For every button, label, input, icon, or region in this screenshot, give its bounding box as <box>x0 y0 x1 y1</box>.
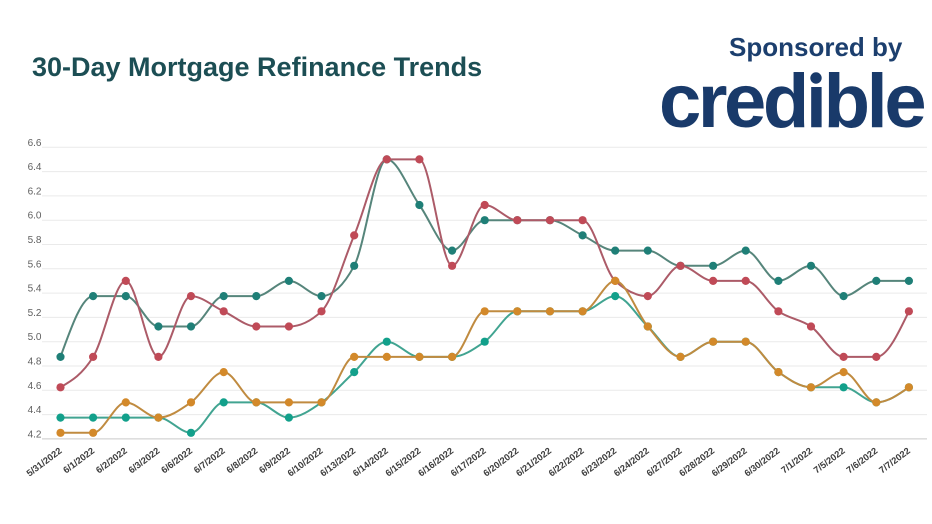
svg-text:6/22/2022: 6/22/2022 <box>547 446 586 479</box>
svg-text:5/31/2022: 5/31/2022 <box>25 446 64 479</box>
svg-text:4.8: 4.8 <box>28 357 42 368</box>
svg-text:6/7/2022: 6/7/2022 <box>192 446 227 476</box>
svg-text:7/7/2022: 7/7/2022 <box>877 446 912 476</box>
svg-text:4.2: 4.2 <box>28 429 42 440</box>
svg-text:6/8/2022: 6/8/2022 <box>225 446 260 476</box>
svg-text:4.6: 4.6 <box>28 381 42 392</box>
svg-text:6/15/2022: 6/15/2022 <box>384 446 423 479</box>
svg-text:7/6/2022: 7/6/2022 <box>845 446 880 476</box>
svg-text:6.2: 6.2 <box>28 186 42 197</box>
svg-text:6/30/2022: 6/30/2022 <box>743 446 782 479</box>
svg-text:6/13/2022: 6/13/2022 <box>318 446 357 479</box>
svg-text:5.0: 5.0 <box>28 332 42 343</box>
svg-text:6/27/2022: 6/27/2022 <box>645 446 684 479</box>
svg-text:6/28/2022: 6/28/2022 <box>677 446 716 479</box>
svg-text:6/10/2022: 6/10/2022 <box>286 446 325 479</box>
svg-text:6/6/2022: 6/6/2022 <box>159 446 194 476</box>
svg-text:6/24/2022: 6/24/2022 <box>612 446 651 479</box>
svg-text:6/1/2022: 6/1/2022 <box>61 446 96 476</box>
svg-text:5.6: 5.6 <box>28 259 42 270</box>
svg-text:7/1/2022: 7/1/2022 <box>779 446 814 476</box>
svg-text:6/20/2022: 6/20/2022 <box>481 446 520 479</box>
svg-text:5.8: 5.8 <box>28 235 42 246</box>
svg-text:6/2/2022: 6/2/2022 <box>94 446 129 476</box>
svg-text:6.6: 6.6 <box>28 138 42 149</box>
svg-text:6.0: 6.0 <box>28 211 42 222</box>
svg-text:6/21/2022: 6/21/2022 <box>514 446 553 479</box>
svg-text:6/14/2022: 6/14/2022 <box>351 446 390 479</box>
svg-text:6.4: 6.4 <box>28 162 42 173</box>
svg-text:6/17/2022: 6/17/2022 <box>449 446 488 479</box>
svg-text:4.4: 4.4 <box>28 405 42 416</box>
svg-text:5.2: 5.2 <box>28 308 42 319</box>
svg-text:6/23/2022: 6/23/2022 <box>579 446 618 479</box>
svg-text:6/3/2022: 6/3/2022 <box>127 446 162 476</box>
svg-text:5.4: 5.4 <box>28 284 42 295</box>
svg-text:6/16/2022: 6/16/2022 <box>416 446 455 479</box>
svg-text:6/29/2022: 6/29/2022 <box>710 446 749 479</box>
svg-text:7/5/2022: 7/5/2022 <box>812 446 847 476</box>
